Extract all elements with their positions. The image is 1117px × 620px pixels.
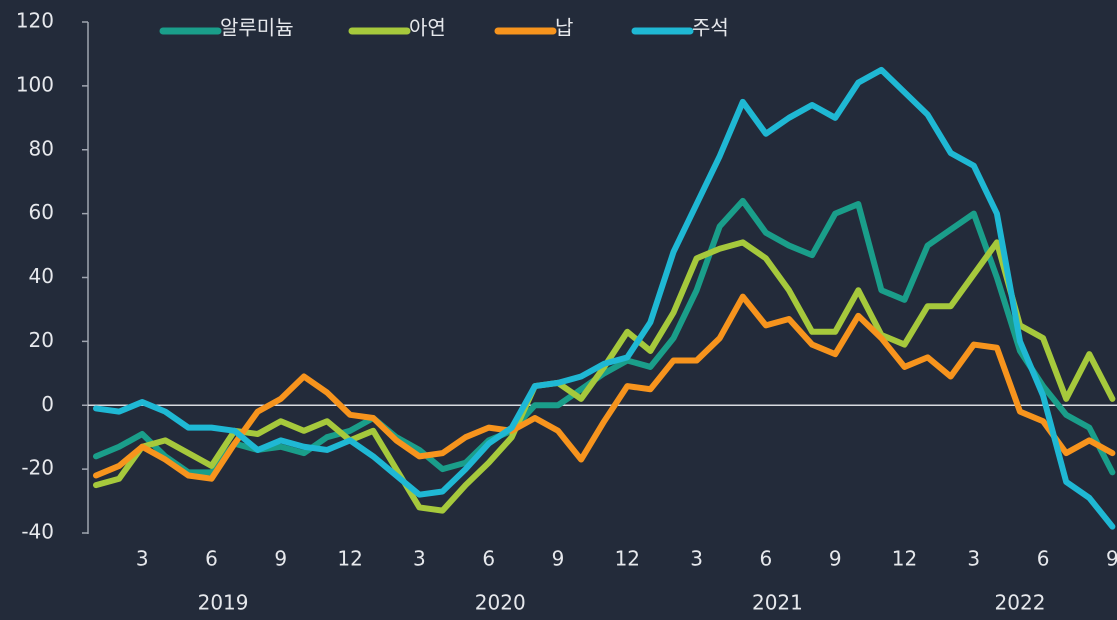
x-tick-label: 9 — [1106, 547, 1117, 571]
x-tick-label: 3 — [413, 547, 426, 571]
x-tick-label: 12 — [892, 547, 917, 571]
x-tick-label: 6 — [482, 547, 495, 571]
y-tick-label: 100 — [16, 72, 54, 96]
legend-label: 주석 — [692, 16, 729, 40]
y-tick-label: -40 — [21, 520, 54, 544]
x-tick-label: 3 — [690, 547, 703, 571]
y-tick-label: -20 — [21, 456, 54, 480]
x-tick-label: 6 — [760, 547, 773, 571]
x-tick-label: 9 — [829, 547, 842, 571]
x-group-label: 2020 — [475, 591, 526, 615]
x-tick-label: 9 — [552, 547, 565, 571]
x-tick-label: 12 — [615, 547, 640, 571]
x-tick-label: 6 — [205, 547, 218, 571]
x-tick-label: 3 — [967, 547, 980, 571]
series-line — [93, 66, 1116, 530]
legend-label: 아연 — [409, 16, 446, 40]
x-tick-label: 6 — [1037, 547, 1050, 571]
x-tick-label: 12 — [337, 547, 362, 571]
legend-label: 알루미늄 — [220, 16, 294, 40]
x-group-label: 2021 — [752, 591, 803, 615]
y-tick-label: 20 — [29, 328, 54, 352]
x-tick-label: 3 — [136, 547, 149, 571]
y-tick-label: 60 — [29, 200, 54, 224]
y-tick-label: 80 — [29, 136, 54, 160]
x-group-label: 2019 — [198, 591, 249, 615]
x-tick-label: 9 — [274, 547, 287, 571]
y-tick-label: 0 — [41, 392, 54, 416]
legend-label: 납 — [555, 16, 573, 40]
y-tick-label: 120 — [16, 9, 54, 33]
x-group-label: 2022 — [995, 591, 1046, 615]
y-tick-label: 40 — [29, 264, 54, 288]
series-line — [93, 293, 1116, 482]
